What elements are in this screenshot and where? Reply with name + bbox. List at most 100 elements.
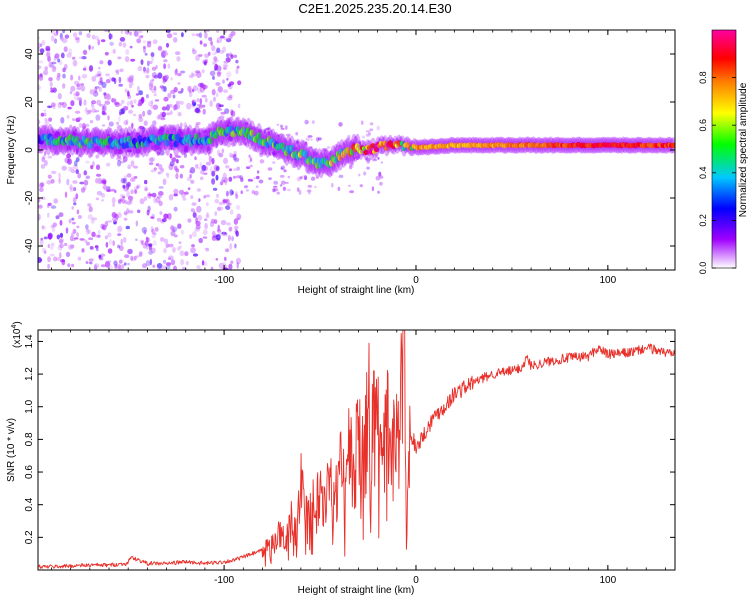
- colorbar-tick-label: 0.4: [698, 167, 708, 180]
- noise-dot: [248, 154, 251, 159]
- noise-dot: [225, 53, 230, 58]
- noise-dot: [166, 104, 170, 111]
- page-title: C2E1.2025.235.20.14.E30: [298, 1, 452, 16]
- noise-dot: [224, 264, 227, 269]
- noise-dot: [272, 151, 276, 157]
- noise-dot: [263, 135, 268, 138]
- noise-dot: [256, 170, 260, 174]
- noise-dot: [52, 87, 57, 93]
- noise-dot: [113, 148, 119, 155]
- noise-dot: [67, 106, 72, 110]
- noise-dot: [194, 227, 200, 232]
- noise-dot: [118, 245, 124, 252]
- noise-dot: [122, 237, 127, 243]
- noise-dot: [173, 127, 176, 132]
- noise-dot: [248, 160, 253, 163]
- noise-dot: [151, 56, 155, 63]
- noise-dot: [129, 45, 133, 49]
- noise-dot: [279, 174, 285, 178]
- noise-dot: [187, 187, 191, 191]
- noise-dot: [168, 194, 174, 201]
- noise-dot: [304, 119, 309, 125]
- noise-dot: [379, 181, 383, 186]
- noise-dot: [204, 247, 208, 250]
- noise-dot: [192, 211, 197, 218]
- y-tick-label: -40: [24, 238, 35, 253]
- noise-dot: [146, 67, 150, 74]
- noise-dot: [134, 189, 138, 194]
- noise-dot: [75, 90, 79, 95]
- noise-dot: [219, 50, 225, 54]
- noise-dot: [155, 163, 160, 167]
- noise-dot: [204, 194, 211, 198]
- noise-dot: [118, 41, 123, 47]
- noise-dot: [122, 156, 128, 163]
- noise-dot: [152, 104, 159, 110]
- noise-dot: [165, 127, 171, 133]
- noise-dot: [199, 98, 203, 105]
- noise-dot: [122, 106, 129, 111]
- noise-dot: [209, 100, 213, 107]
- noise-dot: [156, 263, 163, 269]
- noise-dot: [138, 114, 143, 119]
- noise-dot: [62, 67, 66, 73]
- noise-dot: [130, 255, 134, 261]
- noise-dot: [212, 61, 217, 65]
- snr-multiplier: (x104): [11, 321, 23, 348]
- noise-dot: [208, 51, 211, 56]
- noise-dot: [81, 187, 86, 193]
- noise-dot: [142, 126, 146, 133]
- noise-dot: [43, 236, 48, 240]
- noise-dot: [67, 244, 74, 250]
- noise-dot: [62, 30, 66, 34]
- noise-dot: [118, 259, 123, 264]
- noise-dot: [117, 233, 122, 237]
- noise-dot: [162, 259, 167, 264]
- noise-dot: [92, 106, 95, 110]
- noise-dot: [41, 225, 45, 230]
- noise-dot: [127, 181, 131, 187]
- noise-dot: [58, 212, 64, 218]
- noise-dot: [61, 165, 67, 171]
- noise-dot: [211, 230, 216, 236]
- noise-dot: [51, 35, 55, 42]
- noise-dot: [223, 60, 229, 64]
- noise-dot: [298, 190, 302, 195]
- noise-dot: [110, 34, 113, 39]
- noise-dot: [44, 150, 47, 156]
- noise-dot: [159, 126, 165, 132]
- noise-dot: [85, 175, 91, 180]
- noise-dot: [236, 213, 242, 220]
- noise-dot: [194, 156, 197, 161]
- noise-dot: [235, 175, 242, 179]
- noise-dot: [172, 229, 176, 233]
- noise-dot: [100, 199, 105, 202]
- noise-dot: [50, 178, 55, 184]
- noise-dot: [101, 178, 107, 185]
- noise-dot: [162, 178, 167, 186]
- noise-dot: [96, 99, 101, 106]
- noise-dot: [201, 260, 205, 266]
- spectrogram-xlabel: Height of straight line (km): [298, 285, 415, 296]
- noise-dot: [148, 193, 153, 197]
- noise-dot: [174, 51, 181, 56]
- noise-dot: [42, 71, 47, 75]
- noise-dot: [177, 112, 182, 117]
- noise-dot: [371, 186, 374, 192]
- noise-dot: [188, 74, 192, 79]
- noise-dot: [115, 69, 119, 74]
- noise-dot: [276, 134, 281, 137]
- noise-dot: [243, 122, 249, 125]
- noise-dot: [211, 127, 217, 131]
- noise-dot: [247, 178, 252, 182]
- noise-dot: [198, 237, 203, 244]
- noise-dot: [203, 61, 207, 66]
- noise-dot: [91, 34, 96, 40]
- noise-dot: [159, 211, 163, 215]
- noise-dot: [188, 88, 192, 94]
- noise-dot: [230, 260, 234, 264]
- noise-dot: [122, 196, 126, 199]
- noise-dot: [143, 120, 148, 126]
- noise-dot: [195, 220, 201, 227]
- noise-dot: [359, 184, 363, 188]
